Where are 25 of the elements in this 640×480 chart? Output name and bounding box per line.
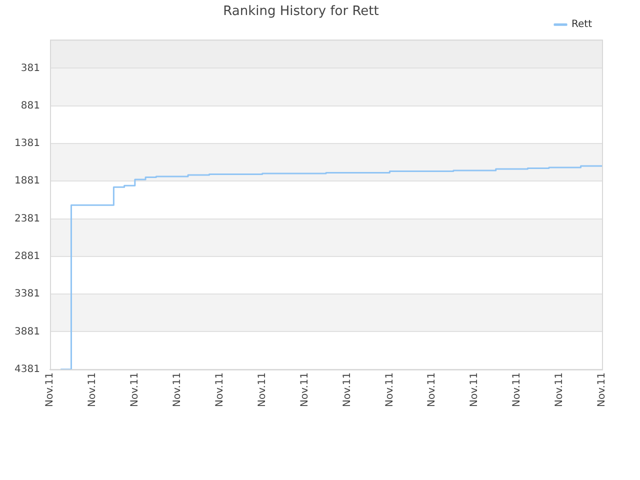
x-tick-label: Nov.11 (554, 372, 566, 408)
x-tick-label: Nov.11 (299, 372, 310, 408)
x-tick-label: Nov.11 (426, 372, 438, 408)
x-tick-label: Nov.11 (342, 372, 353, 408)
y-tick-label: 2881 (14, 251, 40, 262)
y-tick-label: 2381 (14, 213, 40, 224)
x-tick-label: Nov.11 (596, 372, 608, 408)
x-tick-label: Nov.11 (469, 372, 480, 408)
y-tick-label: 3881 (14, 326, 40, 338)
x-tick-label: Nov.11 (44, 372, 56, 408)
y-tick-label: 1381 (14, 138, 40, 150)
x-tick-label: Nov.11 (172, 372, 183, 408)
x-tick-label: Nov.11 (130, 372, 141, 408)
x-tick-label: Nov.11 (256, 372, 268, 408)
legend-label: Rett (572, 19, 592, 30)
y-tick-label: 1881 (14, 176, 40, 187)
x-tick-label: Nov.11 (384, 372, 396, 408)
y-tick-label: 4381 (14, 364, 40, 375)
y-tick-label: 381 (20, 62, 40, 74)
chart-title: Ranking History for Rett (223, 4, 379, 20)
y-tick-label: 881 (20, 100, 40, 112)
x-tick-label: Nov.11 (214, 372, 226, 408)
y-tick-label: 3381 (14, 288, 40, 300)
x-tick-label: Nov.11 (512, 372, 523, 408)
x-tick-label: Nov.11 (87, 372, 98, 408)
